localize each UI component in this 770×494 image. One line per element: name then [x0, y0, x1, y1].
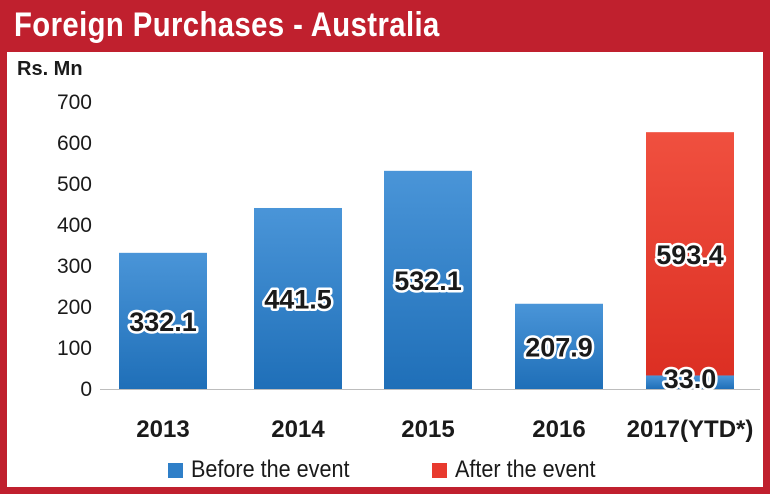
legend-label-before: Before the event — [191, 456, 350, 483]
legend-item-after: After the event — [432, 456, 611, 484]
y-tick-label: 700 — [57, 91, 92, 114]
y-tick-label: 100 — [57, 337, 92, 360]
x-tick-label: 2017(YTD*) — [627, 416, 754, 443]
data-label: 441.5 — [264, 284, 332, 314]
data-label: 593.4 — [656, 240, 724, 270]
data-label: 332.1 — [129, 307, 197, 337]
x-tick-label: 2016 — [532, 416, 585, 443]
y-tick-label: 200 — [57, 296, 92, 319]
chart-title: Foreign Purchases - Australia — [14, 6, 440, 44]
x-tick-label: 2015 — [401, 416, 454, 443]
legend-item-before: Before the event — [168, 456, 367, 484]
legend-swatch-before — [168, 462, 183, 478]
bar-after-2017ytd — [646, 132, 734, 376]
y-axis-unit-label: Rs. Mn — [17, 58, 83, 80]
y-tick-label: 500 — [57, 173, 92, 196]
title-bar: Foreign Purchases - Australia — [0, 0, 770, 52]
legend-swatch-after — [432, 462, 447, 478]
bar-before-2014 — [254, 207, 342, 389]
x-tick-label: 2014 — [271, 416, 325, 443]
bar-before-2016 — [515, 303, 603, 389]
x-tick-label: 2013 — [136, 416, 189, 443]
y-tick-label: 600 — [57, 132, 92, 155]
y-tick-label: 400 — [57, 214, 92, 237]
legend-label-after: After the event — [455, 456, 596, 483]
y-tick-label: 0 — [80, 378, 92, 401]
data-label: 207.9 — [525, 332, 593, 362]
y-tick-label: 300 — [57, 255, 92, 278]
bar-before-2013 — [119, 252, 207, 389]
bar-before-2015 — [384, 170, 472, 389]
data-label: 532.1 — [394, 266, 462, 296]
legend: Before the event After the event — [0, 456, 770, 486]
data-label: 33.0 — [664, 364, 717, 394]
bar-before-2017ytd — [646, 375, 734, 389]
